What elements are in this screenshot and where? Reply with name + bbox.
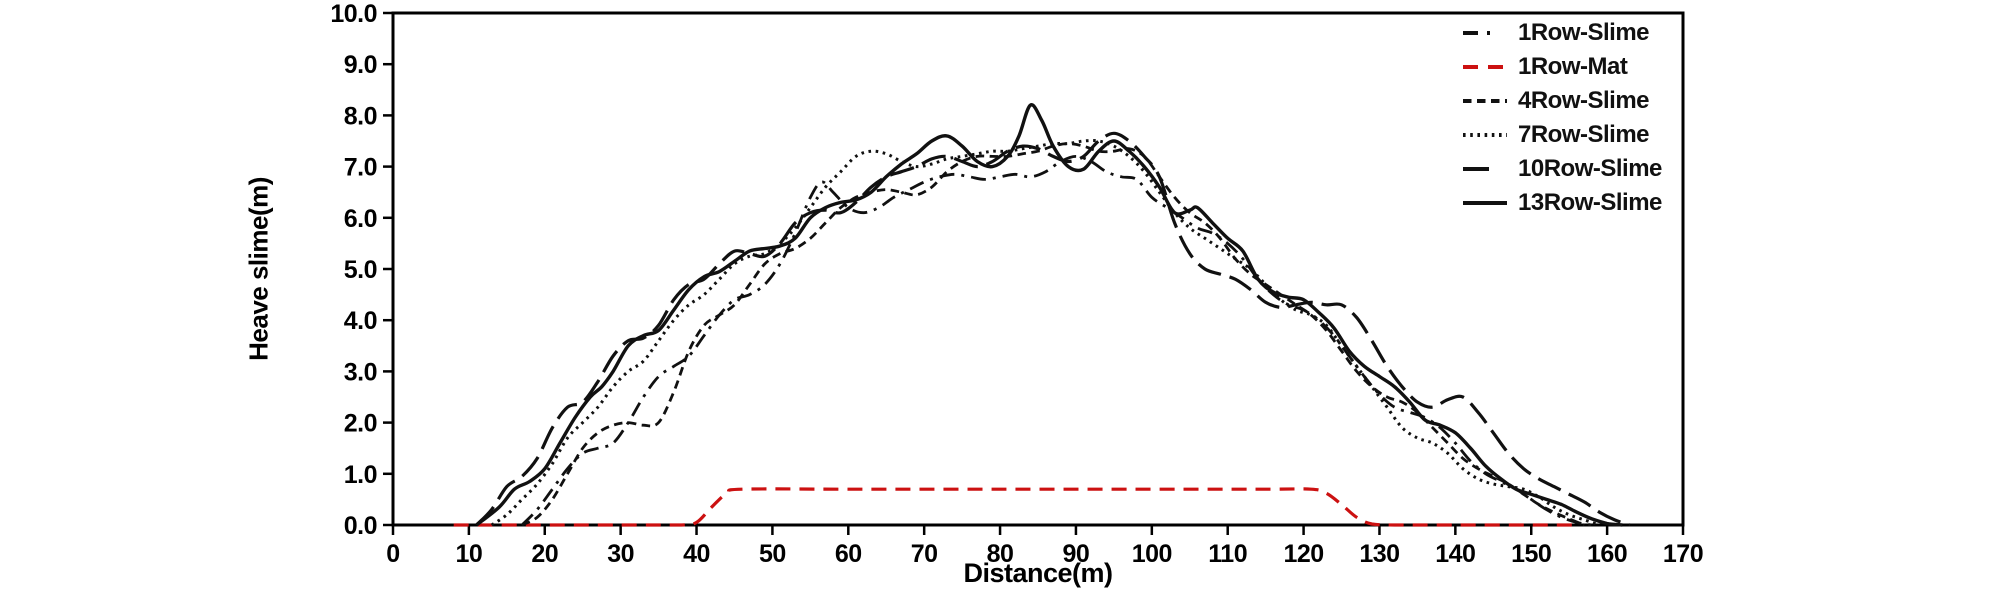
legend-line-icon bbox=[1463, 65, 1507, 69]
legend-entry-13row-slime: 13Row-Slime bbox=[1462, 186, 1662, 220]
x-tick-label: 150 bbox=[1511, 540, 1551, 568]
y-tick-label: 2.0 bbox=[344, 410, 377, 438]
legend-line-icon bbox=[1463, 99, 1507, 103]
x-tick-label: 50 bbox=[759, 540, 786, 568]
y-axis-ticks: 0.0 1.0 2.0 3.0 4.0 5.0 6.0 7.0 8.0 9.0 10.0 bbox=[330, 0, 392, 540]
x-tick-label: 130 bbox=[1359, 540, 1399, 568]
legend-label: 7Row-Slime bbox=[1518, 121, 1650, 148]
series-10row-slime bbox=[475, 131, 1631, 527]
legend-label: 13Row-Slime bbox=[1518, 189, 1662, 216]
y-tick-label: 3.0 bbox=[344, 358, 377, 386]
x-tick-label: 30 bbox=[607, 540, 634, 568]
legend-entry-10row-slime: 10Row-Slime bbox=[1462, 152, 1662, 186]
legend-label: 10Row-Slime bbox=[1518, 155, 1662, 182]
x-tick-label: 70 bbox=[911, 540, 938, 568]
x-tick-label: 100 bbox=[1132, 540, 1172, 568]
legend-line-icon bbox=[1463, 133, 1507, 137]
x-axis-title: Distance(m) bbox=[963, 558, 1113, 588]
x-tick-label: 60 bbox=[835, 540, 862, 568]
legend-entry-4row-slime: 4Row-Slime bbox=[1462, 84, 1662, 118]
legend-entry-1row-slime: 1Row-Slime bbox=[1462, 16, 1662, 50]
legend-entry-7row-slime: 7Row-Slime bbox=[1462, 118, 1662, 152]
legend-label: 1Row-Mat bbox=[1518, 53, 1628, 80]
y-tick-label: 7.0 bbox=[344, 154, 377, 182]
x-tick-label: 0 bbox=[386, 540, 399, 568]
plot-border bbox=[391, 11, 1685, 527]
y-tick-label: 0.0 bbox=[344, 512, 377, 540]
x-tick-label: 90 bbox=[1063, 540, 1090, 568]
legend-line-icon bbox=[1463, 31, 1507, 35]
x-tick-label: 40 bbox=[683, 540, 710, 568]
y-axis-title: Heave slime(m) bbox=[243, 177, 274, 361]
x-tick-label: 20 bbox=[531, 540, 558, 568]
legend-line-icon bbox=[1463, 167, 1507, 171]
series-1row-slime bbox=[520, 154, 1593, 527]
y-tick-label: 1.0 bbox=[344, 461, 377, 489]
x-tick-label: 160 bbox=[1587, 540, 1627, 568]
series-4row-slime bbox=[521, 142, 1585, 527]
x-tick-label: 110 bbox=[1208, 540, 1247, 568]
y-tick-label: 10.0 bbox=[330, 0, 377, 28]
x-axis-ticks: 0 10 20 30 40 50 60 70 80 90 100 110 120 130 140 150 160… bbox=[386, 526, 1704, 568]
series-7row-slime bbox=[490, 138, 1601, 527]
y-tick-label: 5.0 bbox=[344, 256, 377, 284]
x-tick-label: 10 bbox=[455, 540, 482, 568]
series-13row-slime bbox=[475, 103, 1623, 527]
legend-line-icon bbox=[1463, 201, 1507, 205]
chart-legend: 1Row-Slime 1Row-Mat 4Row-Slime 7Row-Slime 10… bbox=[1462, 16, 1662, 220]
legend-label: 4Row-Slime bbox=[1518, 87, 1650, 114]
legend-label: 1Row-Slime bbox=[1518, 19, 1650, 46]
legend-entry-1row-mat: 1Row-Mat bbox=[1462, 50, 1662, 84]
x-tick-label: 80 bbox=[987, 540, 1014, 568]
x-tick-label: 120 bbox=[1283, 540, 1323, 568]
series-1row-mat bbox=[453, 487, 1577, 527]
y-tick-label: 9.0 bbox=[344, 51, 377, 79]
y-tick-label: 4.0 bbox=[344, 307, 377, 335]
y-tick-label: 6.0 bbox=[344, 205, 377, 233]
x-tick-label: 170 bbox=[1663, 540, 1703, 568]
x-tick-label: 140 bbox=[1435, 540, 1475, 568]
y-tick-label: 8.0 bbox=[344, 102, 377, 130]
